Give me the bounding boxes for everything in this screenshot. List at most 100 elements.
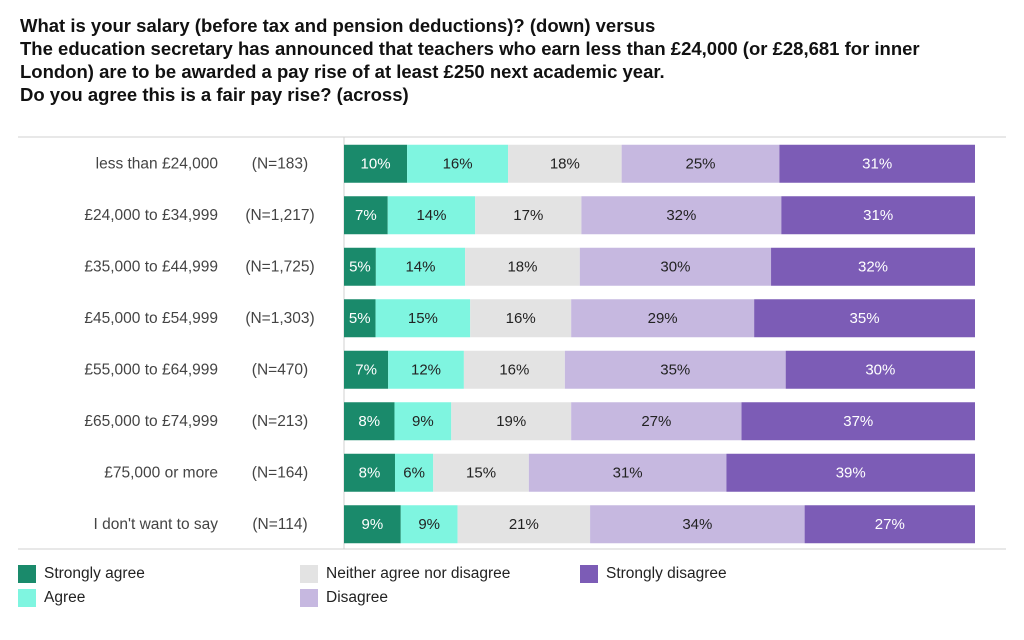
title-line-3: London) are to be awarded a pay rise of … bbox=[20, 61, 665, 82]
data-label: 25% bbox=[685, 155, 715, 172]
data-label: 9% bbox=[412, 413, 434, 430]
bar-segment-agree bbox=[394, 453, 434, 492]
data-label: 32% bbox=[858, 258, 888, 275]
bar-segment-agree bbox=[387, 196, 476, 235]
data-label: 5% bbox=[349, 258, 371, 275]
data-label: 30% bbox=[865, 361, 895, 378]
sample-size-label: (N=1,725) bbox=[245, 258, 314, 275]
category-label: I don't want to say bbox=[94, 516, 219, 533]
bar-segment-disagree bbox=[571, 402, 742, 441]
bar-segment-strongly-agree bbox=[344, 247, 376, 286]
data-label: 7% bbox=[355, 207, 377, 224]
data-label: 6% bbox=[403, 464, 425, 481]
bar-segment-strongly-agree bbox=[344, 196, 388, 235]
data-label: 35% bbox=[850, 310, 880, 327]
legend-item: Disagree bbox=[300, 589, 388, 607]
bar-segment-strongly-disagree bbox=[779, 144, 975, 183]
bar-segment-strongly-agree bbox=[344, 453, 395, 492]
legend-label: Strongly disagree bbox=[606, 565, 727, 582]
bar-segment-neither-agree-nor-disagree bbox=[470, 299, 572, 338]
category-label: less than £24,000 bbox=[96, 155, 219, 172]
bar-segment-strongly-disagree bbox=[771, 247, 975, 286]
bar-segment-strongly-disagree bbox=[754, 299, 975, 338]
data-label: 5% bbox=[349, 310, 371, 327]
data-label: 10% bbox=[361, 155, 391, 172]
category-label: £55,000 to £64,999 bbox=[84, 361, 218, 378]
category-label: £24,000 to £34,999 bbox=[84, 207, 218, 224]
bar-segment-agree bbox=[388, 350, 464, 389]
sample-size-label: (N=183) bbox=[252, 155, 308, 172]
data-label: 21% bbox=[509, 516, 539, 533]
legend-swatch bbox=[300, 565, 318, 583]
bar-segment-strongly-agree bbox=[344, 505, 401, 544]
data-label: 9% bbox=[418, 516, 440, 533]
data-label: 27% bbox=[875, 516, 905, 533]
bar-segment-disagree bbox=[528, 453, 727, 492]
bar-segment-strongly-agree bbox=[344, 350, 389, 389]
legend-item: Neither agree nor disagree bbox=[300, 565, 510, 583]
sample-size-label: (N=1,303) bbox=[245, 310, 314, 327]
legend-label: Strongly agree bbox=[44, 565, 145, 582]
data-label: 18% bbox=[550, 155, 580, 172]
bar-segment-disagree bbox=[579, 247, 772, 286]
data-label: 14% bbox=[416, 207, 446, 224]
bar-segment-neither-agree-nor-disagree bbox=[475, 196, 582, 235]
data-label: 31% bbox=[863, 207, 893, 224]
data-label: 8% bbox=[359, 464, 381, 481]
bar-segment-disagree bbox=[581, 196, 782, 235]
bar-segment-strongly-agree bbox=[344, 299, 376, 338]
data-label: 19% bbox=[496, 413, 526, 430]
bar-segment-agree bbox=[400, 505, 458, 544]
data-label: 16% bbox=[499, 361, 529, 378]
bar-segment-disagree bbox=[564, 350, 786, 389]
title-line-4: Do you agree this is a fair pay rise? (a… bbox=[20, 84, 409, 105]
bar-segment-strongly-disagree bbox=[781, 196, 975, 235]
category-label: £75,000 or more bbox=[104, 464, 218, 481]
legend-swatch bbox=[300, 589, 318, 607]
sample-size-label: (N=213) bbox=[252, 413, 308, 430]
data-label: 35% bbox=[660, 361, 690, 378]
bar-segment-strongly-agree bbox=[344, 402, 395, 441]
sample-size-label: (N=1,217) bbox=[245, 207, 314, 224]
legend-swatch bbox=[580, 565, 598, 583]
sample-size-label: (N=164) bbox=[252, 464, 308, 481]
bar-segment-strongly-disagree bbox=[726, 453, 975, 492]
legend: Strongly agree Agree Neither agree nor dis… bbox=[18, 565, 1018, 615]
data-label: 30% bbox=[660, 258, 690, 275]
legend-label: Disagree bbox=[326, 589, 389, 606]
bar-segment-disagree bbox=[590, 505, 805, 544]
data-label: 18% bbox=[507, 258, 537, 275]
legend-label: Neither agree nor disagree bbox=[326, 565, 511, 582]
title-line-1: What is your salary (before tax and pens… bbox=[20, 15, 656, 36]
bar-segment-disagree bbox=[621, 144, 780, 183]
data-label: 15% bbox=[466, 464, 496, 481]
bar-segment-neither-agree-nor-disagree bbox=[465, 247, 580, 286]
bar-segment-strongly-agree bbox=[344, 144, 408, 183]
legend-swatch bbox=[18, 565, 36, 583]
data-label: 12% bbox=[411, 361, 441, 378]
legend-item: Strongly disagree bbox=[580, 565, 727, 583]
data-label: 15% bbox=[408, 310, 438, 327]
data-label: 39% bbox=[836, 464, 866, 481]
bar-segment-strongly-disagree bbox=[741, 402, 975, 441]
data-label: 27% bbox=[641, 413, 671, 430]
legend-item: Agree bbox=[18, 589, 85, 607]
data-label: 31% bbox=[862, 155, 892, 172]
bar-segment-neither-agree-nor-disagree bbox=[451, 402, 572, 441]
legend-item: Strongly agree bbox=[18, 565, 145, 583]
bar-segment-neither-agree-nor-disagree bbox=[433, 453, 529, 492]
chart-title: What is your salary (before tax and pens… bbox=[20, 14, 1010, 106]
data-label: 16% bbox=[506, 310, 536, 327]
legend-label: Agree bbox=[44, 589, 86, 606]
category-label: £35,000 to £44,999 bbox=[84, 258, 218, 275]
data-label: 14% bbox=[405, 258, 435, 275]
data-label: 29% bbox=[648, 310, 678, 327]
bar-segment-agree bbox=[394, 402, 452, 441]
bar-segment-neither-agree-nor-disagree bbox=[508, 144, 622, 183]
sample-size-label: (N=470) bbox=[252, 361, 308, 378]
data-label: 16% bbox=[443, 155, 473, 172]
category-label: £45,000 to £54,999 bbox=[84, 310, 218, 327]
legend-swatch bbox=[18, 589, 36, 607]
data-label: 8% bbox=[358, 413, 380, 430]
